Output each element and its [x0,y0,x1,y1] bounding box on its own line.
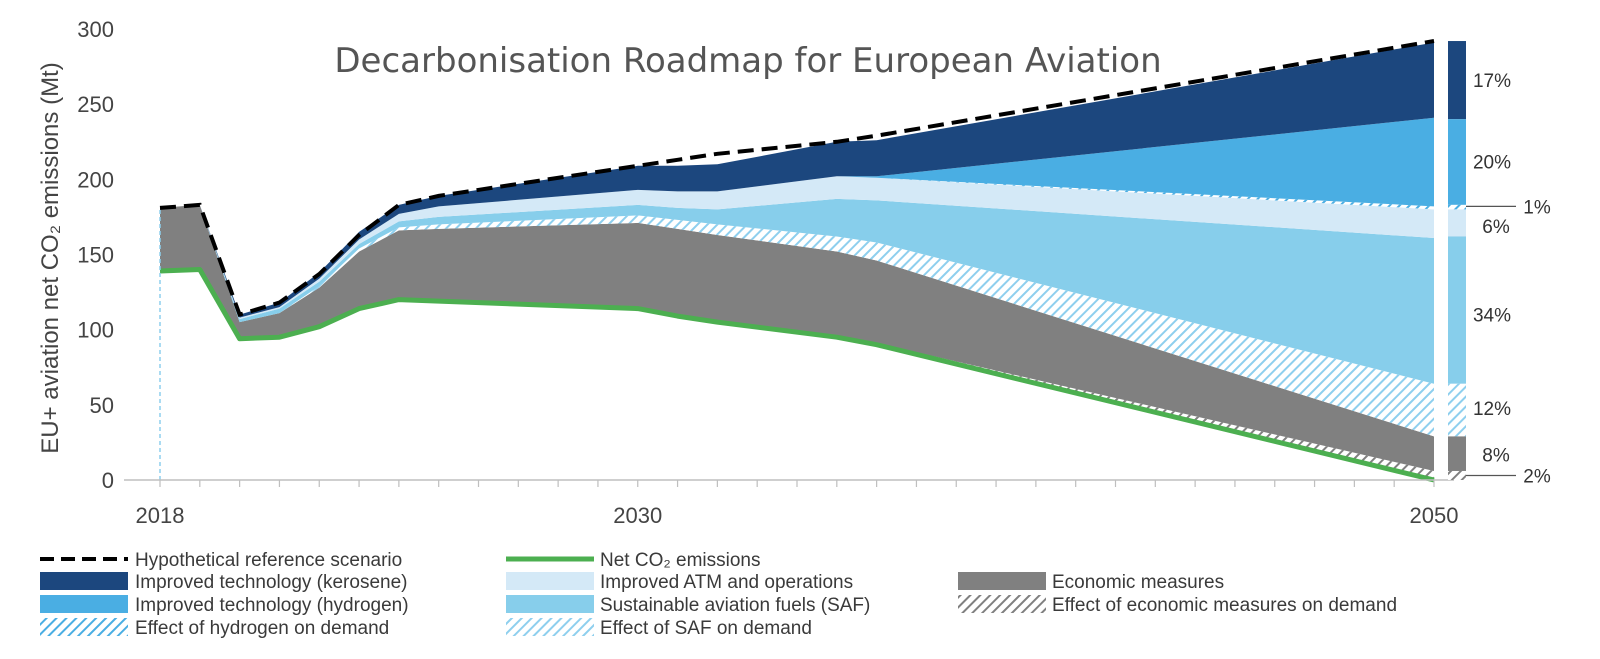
legend-label-h2_demand: Effect of hydrogen on demand [135,618,389,639]
share-label-h2_demand: 1% [1523,197,1551,218]
axes: 0 50 100 150 200 250 300 2018 2030 2050 [77,17,1458,528]
share-label-atm: 6% [1482,217,1510,238]
share-label-econ_demand: 2% [1523,466,1551,487]
share-label-h2: 20% [1473,152,1511,173]
legend-label-ref: Hypothetical reference scenario [135,550,402,571]
legend-label-net: Net CO₂ emissions [600,550,760,571]
share-segment-h2_demand [1448,204,1466,210]
stacked-areas [160,42,1434,480]
legend-label-econ: Economic measures [1052,572,1224,593]
area-h2 [160,117,1434,318]
x-tick-label: 2050 [1410,503,1459,528]
legend-swatch-saf [506,595,594,613]
share-segment-saf [1448,236,1466,384]
y-tick-label: 250 [77,92,114,117]
series-line-net [159,267,1435,483]
share-label-saf_demand: 12% [1473,399,1511,420]
series-lines [159,39,1435,483]
legend-swatch-h2_demand [40,618,128,636]
series-line-ref [159,39,1435,318]
y-tick-label: 50 [90,393,114,418]
share-segment-kero [1448,41,1466,120]
legend-swatch-econ [958,572,1046,590]
legend-swatch-econ_demand [958,595,1046,613]
share-segment-h2 [1448,119,1466,205]
legend-label-kero: Improved technology (kerosene) [135,572,407,593]
chart-title: Decarbonisation Roadmap for European Avi… [334,41,1161,81]
legend-swatch-atm [506,572,594,590]
area-saf_demand [160,204,1434,437]
y-tick-label: 300 [77,17,114,42]
y-tick-label: 100 [77,318,114,343]
y-tick-label: 200 [77,167,114,192]
share-segment-saf_demand [1448,383,1466,437]
area-econ [160,204,1434,471]
share-segment-econ [1448,436,1466,471]
share-label-econ: 8% [1482,445,1510,466]
x-tick-label: 2018 [136,503,185,528]
share-bar-2050: 17% 20% 1% 6% 34% 12% 8% 2% [1448,41,1551,487]
share-label-saf: 34% [1473,306,1511,327]
legend-label-atm: Improved ATM and operations [600,572,853,593]
area-saf [160,198,1434,384]
legend-swatch-saf_demand [506,618,594,636]
x-tick-label: 2030 [613,503,662,528]
legend-label-h2: Improved technology (hydrogen) [135,595,409,616]
y-tick-label: 150 [77,243,114,268]
legend-swatch-h2 [40,595,128,613]
legend-swatch-kero [40,572,128,590]
area-kero [160,42,1434,318]
legend: Hypothetical reference scenarioImproved … [40,550,1397,639]
share-segment-econ_demand [1448,470,1466,480]
legend-label-econ_demand: Effect of economic measures on demand [1052,595,1397,616]
area-atm [160,176,1434,320]
share-segment-atm [1448,209,1466,237]
legend-label-saf: Sustainable aviation fuels (SAF) [600,595,870,616]
y-axis-label: EU+ aviation net CO₂ emissions (Mt) [37,62,64,453]
legend-label-saf_demand: Effect of SAF on demand [600,618,812,639]
y-tick-label: 0 [102,468,114,493]
share-label-kero: 17% [1473,71,1511,92]
